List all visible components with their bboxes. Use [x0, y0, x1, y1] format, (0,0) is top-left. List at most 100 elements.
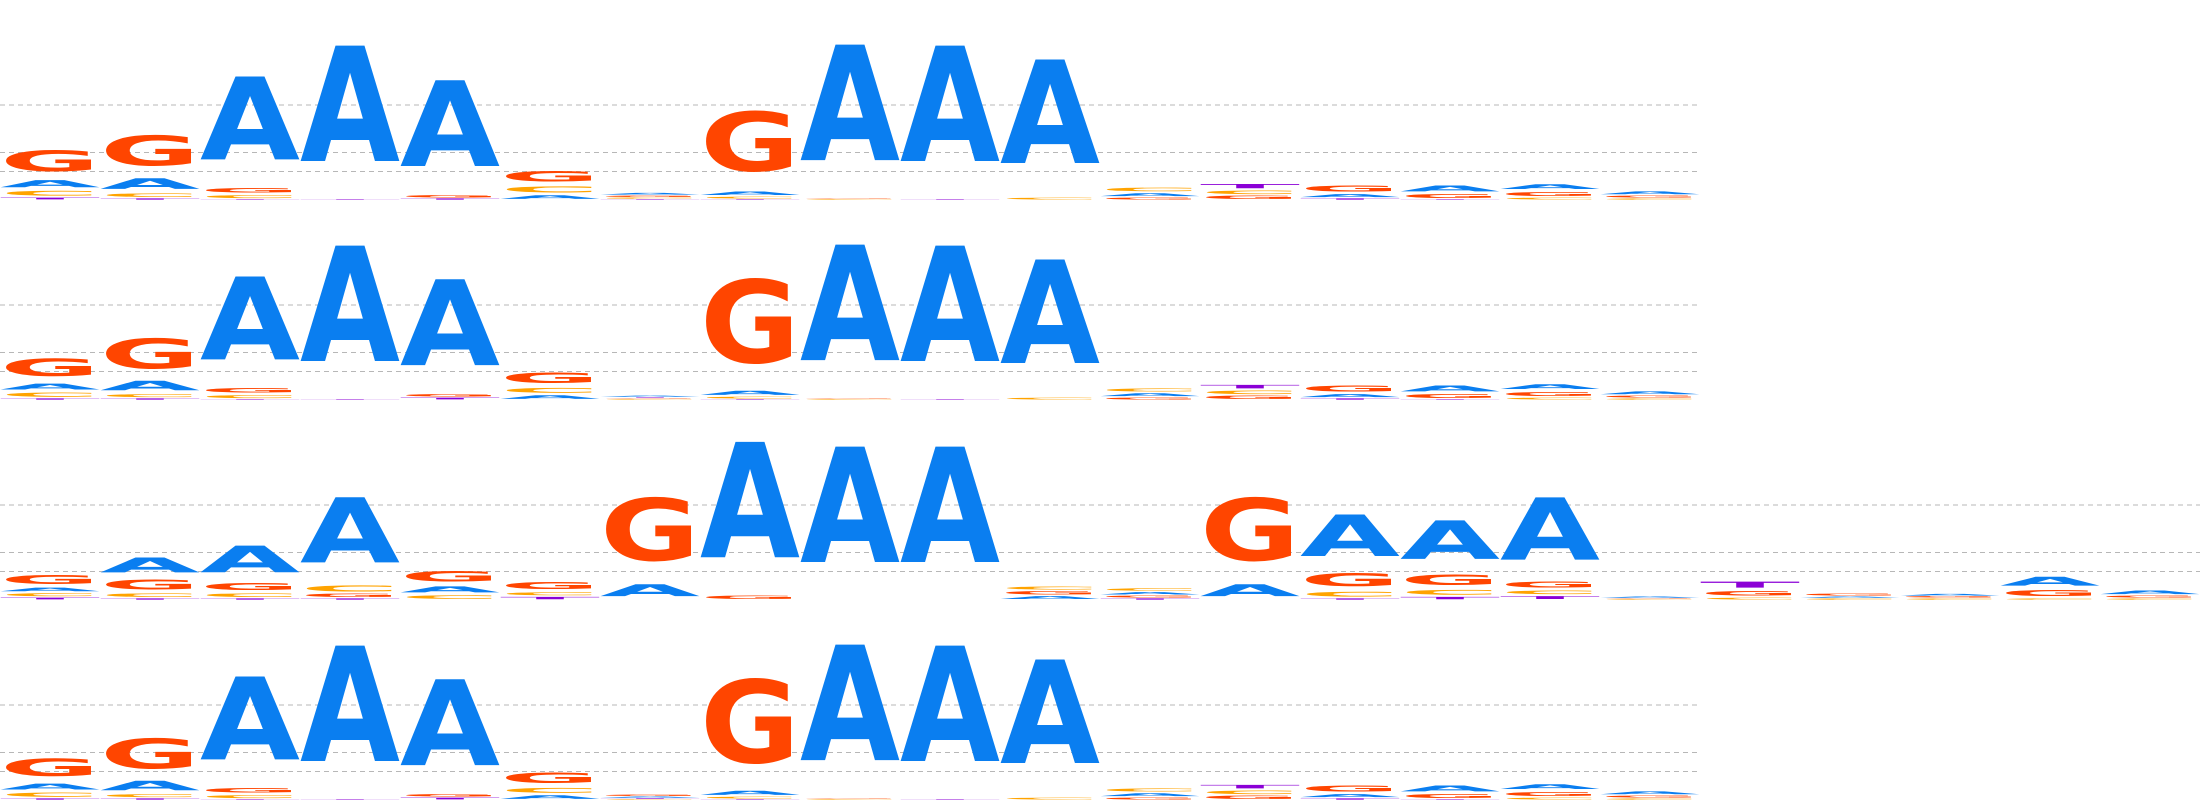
logo-letter-a: A	[800, 614, 900, 798]
logo-letter-t: T	[1300, 198, 1400, 200]
logo-letter-c: C	[0, 391, 100, 398]
logo-letter-a: A	[300, 615, 400, 799]
logo-letter-a: A	[1400, 184, 1500, 193]
logo-letter-t: T	[0, 197, 100, 200]
logo-letter-g: G	[1600, 795, 1700, 798]
logo-letter-a: A	[900, 416, 1000, 600]
logo-letter-t: T	[1400, 596, 1500, 600]
logo-letter-a: A	[400, 585, 500, 594]
logo-letter-c: C	[1100, 588, 1200, 592]
logo-letter-g: G	[0, 145, 100, 178]
logo-letter-c: C	[500, 387, 600, 395]
logo-letter-g: G	[1600, 195, 1700, 198]
logo-letter-t: T	[500, 596, 600, 600]
logo-letter-c: C	[600, 197, 700, 199]
logo-letter-g: G	[1600, 395, 1700, 398]
logo-letter-a: A	[1600, 791, 1700, 796]
logo-letter-t: T	[600, 199, 700, 200]
logo-letter-c: C	[400, 594, 500, 600]
logo-letter-a: A	[1600, 596, 1700, 598]
logo-letter-a: A	[400, 256, 500, 393]
logo-letter-a: A	[900, 615, 1000, 799]
logo-letter-a: A	[1300, 193, 1400, 198]
logo-letter-c: C	[0, 190, 100, 198]
logo-letter-a: A	[1500, 183, 1600, 191]
logo-letter-c: C	[200, 194, 300, 199]
logo-letter-a: A	[1100, 192, 1200, 197]
logo-letter-g: G	[200, 787, 300, 795]
logo-letter-t: T	[700, 199, 800, 200]
logo-letter-a: A	[0, 587, 100, 593]
logo-letter-c: C	[1800, 598, 1900, 600]
logo-letter-t: T	[900, 399, 1000, 400]
logo-letter-t: T	[1300, 798, 1400, 800]
logo-letter-c: C	[1500, 397, 1600, 400]
logo-letter-a: A	[600, 581, 700, 600]
logo-letter-t: T	[1400, 199, 1500, 200]
logo-letter-a: A	[1300, 393, 1400, 398]
logo-letter-g: G	[0, 753, 100, 782]
logo-panel-4: TCAGTCAGTCGATATGAACGCTAGTCAGCGATACAGACGC…	[0, 614, 1700, 800]
logo-letter-a: A	[1900, 593, 2000, 596]
logo-letter-c: C	[1600, 599, 1700, 600]
logo-letter-a: A	[300, 15, 400, 199]
logo-letter-g: G	[800, 398, 900, 399]
logo-letter-c: C	[100, 793, 200, 798]
logo-letter-c: C	[300, 584, 400, 594]
logo-letter-a: A	[1800, 596, 1900, 598]
logo-letter-g: G	[400, 568, 500, 585]
logo-letter-g: G	[500, 580, 600, 591]
logo-letter-a: A	[1000, 32, 1100, 197]
logo-letter-g: G	[200, 387, 300, 395]
logo-letter-c: C	[700, 196, 800, 199]
logo-letter-a: A	[1500, 383, 1600, 391]
logo-letter-t: T	[200, 598, 300, 600]
logo-letter-g: G	[1200, 395, 1300, 400]
logo-letter-c: C	[1200, 790, 1300, 796]
logo-letter-g: G	[200, 581, 300, 592]
logo-letter-a: A	[2000, 574, 2100, 588]
logo-letter-c: C	[1600, 398, 1700, 400]
logo-letter-a: A	[300, 215, 400, 399]
logo-letter-g: G	[800, 198, 900, 199]
logo-letter-a: A	[0, 382, 100, 391]
logo-letter-c: C	[1200, 190, 1300, 196]
logo-letter-t: T	[100, 198, 200, 200]
logo-letter-c: C	[500, 591, 600, 596]
logo-letter-g: G	[1100, 797, 1200, 800]
logo-letter-c: C	[500, 185, 600, 195]
logo-letter-c: C	[200, 592, 300, 598]
logo-letter-g: G	[500, 770, 600, 787]
logo-letter-c: C	[1700, 597, 1800, 600]
logo-letter-g: G	[200, 187, 300, 195]
logo-letter-c: C	[0, 791, 100, 798]
logo-letter-t: T	[1400, 399, 1500, 400]
logo-letter-a: A	[500, 194, 600, 200]
logo-letter-t: T	[400, 797, 500, 800]
logo-letter-c: C	[1000, 586, 1100, 591]
logo-letter-a: A	[700, 790, 800, 797]
logo-letter-t: T	[400, 198, 500, 200]
logo-letter-a: A	[1100, 392, 1200, 397]
logo-letter-c: C	[1500, 797, 1600, 800]
logo-letter-a: A	[300, 480, 400, 584]
logo-letter-a: A	[500, 794, 600, 800]
logo-letter-a: A	[1100, 591, 1200, 595]
logo-letter-g: G	[700, 595, 800, 600]
logo-letter-t: T	[1100, 598, 1200, 600]
logo-letter-t: T	[600, 798, 700, 799]
logo-letter-a: A	[1300, 793, 1400, 798]
logo-letter-c: C	[600, 399, 700, 400]
logo-letter-t: T	[1500, 595, 1600, 600]
logo-letter-t: T	[300, 199, 400, 200]
logo-letter-a: A	[100, 553, 201, 577]
logo-letter-g: G	[1300, 784, 1400, 793]
logo-letter-t: T	[200, 199, 300, 200]
logo-letter-g: G	[500, 168, 600, 185]
logo-letter-g: G	[100, 331, 200, 378]
logo-letter-g: G	[1300, 570, 1400, 591]
logo-letter-g: G	[100, 731, 200, 778]
logo-letter-c: C	[1200, 390, 1300, 396]
